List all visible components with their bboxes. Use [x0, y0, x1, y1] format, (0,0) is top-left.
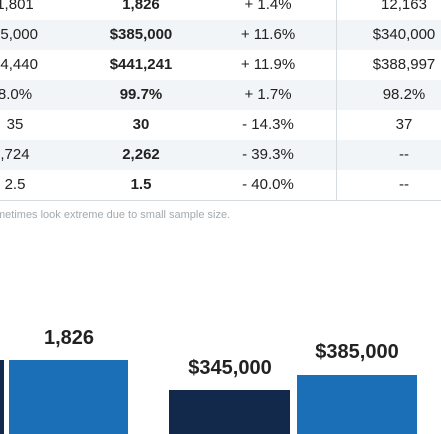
bar-label: $385,000	[315, 341, 399, 363]
table-row: 94,440 $441,241 + 11.9% $388,997	[0, 50, 441, 80]
bar-blue	[9, 360, 128, 434]
table-cell: $441,241	[109, 56, 173, 73]
table-cell: $340,000	[372, 26, 436, 43]
table-cell: 35	[6, 116, 24, 133]
column-divider	[336, 0, 337, 200]
table-row: 45,000 $385,000 + 11.6% $340,000	[0, 20, 441, 50]
table-cell: $388,997	[372, 56, 436, 73]
table-cell: 2,262	[122, 146, 160, 163]
table-row: 2.5 1.5 - 40.0% --	[0, 170, 441, 200]
table-cell: 1,826	[122, 0, 160, 13]
table-cell: 2.5	[4, 176, 26, 193]
bar-dark	[169, 390, 290, 434]
footnote: metimes look extreme due to small sample…	[0, 209, 231, 221]
table-cell: 45,000	[0, 26, 38, 43]
table-cell: 98.2%	[382, 86, 426, 103]
bar-dark	[0, 360, 4, 434]
bar-label: 1,826	[43, 327, 95, 349]
table-cell: 30	[132, 116, 150, 133]
table-cell: - 39.3%	[242, 146, 294, 163]
table-cell: 8.0%	[0, 86, 33, 103]
table-border	[0, 200, 441, 201]
table-cell: 37	[395, 116, 413, 133]
table-cell: --	[399, 176, 409, 193]
table-cell: 12,163	[381, 0, 427, 13]
table-cell: 99.7%	[119, 86, 163, 103]
table-cell: - 14.3%	[242, 116, 294, 133]
table-cell: + 1.7%	[244, 86, 292, 103]
table-cell: + 11.6%	[240, 26, 296, 43]
table-cell: ,724	[0, 146, 30, 163]
table-cell: 94,440	[0, 56, 38, 73]
table-cell: + 1.4%	[244, 0, 292, 13]
table-cell: 1,801	[0, 0, 34, 13]
table-row: 1,801 1,826 + 1.4% 12,163	[0, 0, 441, 20]
table-cell: 1.5	[130, 176, 152, 193]
table-cell: --	[399, 146, 409, 163]
table-cell: - 40.0%	[242, 176, 294, 193]
table-cell: + 11.9%	[240, 56, 296, 73]
table-row: ,724 2,262 - 39.3% --	[0, 140, 441, 170]
bar-blue	[297, 375, 417, 434]
table-row: 35 30 - 14.3% 37	[0, 110, 441, 140]
table-row: 8.0% 99.7% + 1.7% 98.2%	[0, 80, 441, 110]
table-cell: $385,000	[109, 26, 173, 43]
bar-label: $345,000	[188, 357, 272, 379]
